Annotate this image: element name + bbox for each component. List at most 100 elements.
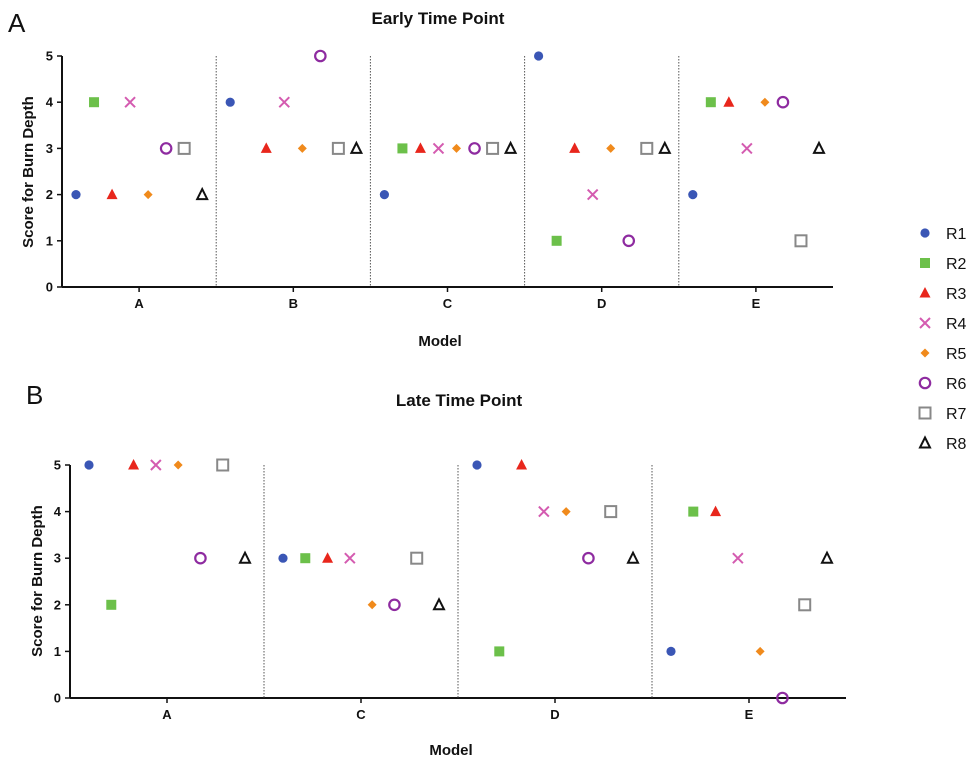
chart-a-point-r2	[89, 97, 100, 108]
chart-a-point-r6	[776, 95, 790, 109]
chart-a-point-r5	[452, 143, 462, 153]
chart-a-y-axis-title: Score for Burn Depth	[20, 96, 37, 248]
chart-b-point-r2	[300, 553, 311, 564]
chart-b-x-tick-label: C	[356, 707, 366, 722]
chart-a-point-r2	[551, 235, 562, 246]
legend-item-r6: R6	[918, 376, 967, 393]
chart-a-point-r4	[278, 96, 290, 108]
chart-a-y-tick-label: 2	[46, 187, 53, 202]
chart-a-point-r5	[606, 143, 616, 153]
chart-b-point-r2	[106, 599, 117, 610]
chart-a-point-r4	[741, 142, 753, 155]
legend-item-r2: R2	[920, 256, 967, 273]
chart-b-point-r3	[516, 459, 528, 470]
chart-a-point-r1	[688, 190, 698, 200]
chart-a-point-r5	[760, 97, 770, 107]
chart-a-point-r6	[622, 234, 636, 248]
chart-b-y-tick-label: 5	[54, 458, 61, 473]
chart-a-y-tick-label: 4	[46, 95, 54, 110]
chart-a-point-r8	[349, 140, 364, 154]
chart-b-title: Late Time Point	[396, 391, 523, 410]
legend-item-r3: R3	[919, 286, 967, 303]
chart-a-point-r8	[503, 140, 518, 154]
chart-b-point-r4	[150, 459, 162, 471]
chart-a-x-tick-label: C	[443, 296, 453, 311]
legend-item-r8: R8	[918, 435, 967, 453]
chart-a-x-tick-label: A	[134, 296, 144, 311]
legend-marker-r5	[920, 348, 930, 358]
chart-a-point-r4	[586, 188, 599, 201]
panel-b-letter: B	[26, 380, 43, 410]
chart-a-point-r7	[177, 141, 191, 155]
chart-a-point-r8	[658, 140, 672, 154]
chart-a-point-r1	[379, 190, 389, 200]
chart-b-point-r3	[322, 552, 334, 563]
chart-b-point-r1	[84, 460, 94, 470]
legend-item-r5: R5	[920, 346, 967, 363]
legend-item-r4: R4	[919, 316, 967, 333]
legend-label: R5	[946, 346, 967, 363]
panel-a-letter: A	[8, 8, 26, 38]
chart-a-point-r5	[297, 143, 307, 153]
chart-b-point-r7	[604, 505, 618, 519]
chart-a-point-r7	[640, 141, 654, 155]
legend-label: R7	[946, 406, 967, 423]
chart-b-point-r8	[432, 597, 446, 611]
chart-b-point-r6	[582, 551, 595, 565]
chart-a-point-r6	[159, 142, 173, 155]
chart-a-y-tick-label: 3	[46, 141, 53, 156]
legend-marker-r3	[919, 287, 931, 298]
chart-a-point-r3	[260, 142, 272, 153]
legend-label: R8	[946, 436, 967, 453]
chart-a-point-r8	[812, 140, 826, 154]
chart-a-x-axis-title: Model	[418, 333, 461, 350]
chart-a-point-r3	[723, 96, 735, 107]
chart-b-point-r2	[688, 506, 699, 517]
chart-a-point-r1	[225, 97, 235, 107]
chart-b-point-r8	[820, 550, 834, 564]
legend-label: R4	[946, 316, 967, 333]
chart-a-point-r1	[71, 190, 81, 200]
legend-label: R1	[946, 226, 967, 243]
chart-a-point-r4	[124, 96, 136, 108]
chart-b-point-r5	[561, 507, 571, 517]
chart-b-point-r6	[194, 551, 207, 565]
chart-b-point-r8	[238, 550, 252, 564]
chart-b-y-tick-label: 3	[54, 551, 61, 566]
chart-b-point-r6	[388, 598, 401, 612]
legend-marker-r6	[918, 376, 932, 390]
legend-marker-r2	[920, 258, 930, 268]
chart-b-point-r5	[173, 460, 183, 470]
chart-b-point-r5	[367, 600, 377, 610]
chart-a-title: Early Time Point	[372, 9, 505, 28]
chart-b-point-r7	[798, 598, 812, 612]
chart-b-point-r1	[472, 460, 482, 470]
chart-b-point-r1	[666, 646, 676, 657]
chart-b-point-r2	[494, 646, 505, 657]
chart-a-plot: 0 1 2 3 4 5 A B C D E	[46, 49, 833, 311]
chart-b-y-tick-label: 2	[54, 597, 61, 612]
chart-b-x-axis-title: Model	[429, 742, 472, 759]
legend-marker-r7	[918, 406, 932, 420]
legend: R1 R2 R3 R4 R5 R6 R7 R8	[918, 226, 967, 453]
chart-a-point-r3	[569, 142, 581, 153]
chart-a-y-tick-label: 5	[46, 49, 53, 64]
legend-item-r7: R7	[918, 406, 967, 423]
chart-b-point-r4	[538, 505, 550, 518]
chart-b-y-tick-label: 4	[54, 504, 62, 519]
chart-b-x-tick-label: E	[745, 707, 754, 722]
chart-b-point-r3	[128, 459, 140, 470]
chart-a-point-r7	[486, 141, 500, 155]
chart-b-x-tick-label: A	[162, 707, 172, 722]
chart-a-point-r5	[143, 190, 153, 200]
legend-item-r1: R1	[920, 226, 967, 243]
chart-a-point-r3	[106, 188, 118, 200]
legend-marker-r8	[918, 435, 932, 449]
chart-b-point-r8	[626, 550, 640, 564]
chart-a-point-r1	[534, 51, 544, 61]
chart-a-point-r2	[397, 143, 408, 154]
chart-b-point-r4	[732, 552, 744, 564]
chart-b-point-r3	[710, 505, 722, 517]
legend-label: R6	[946, 376, 967, 393]
